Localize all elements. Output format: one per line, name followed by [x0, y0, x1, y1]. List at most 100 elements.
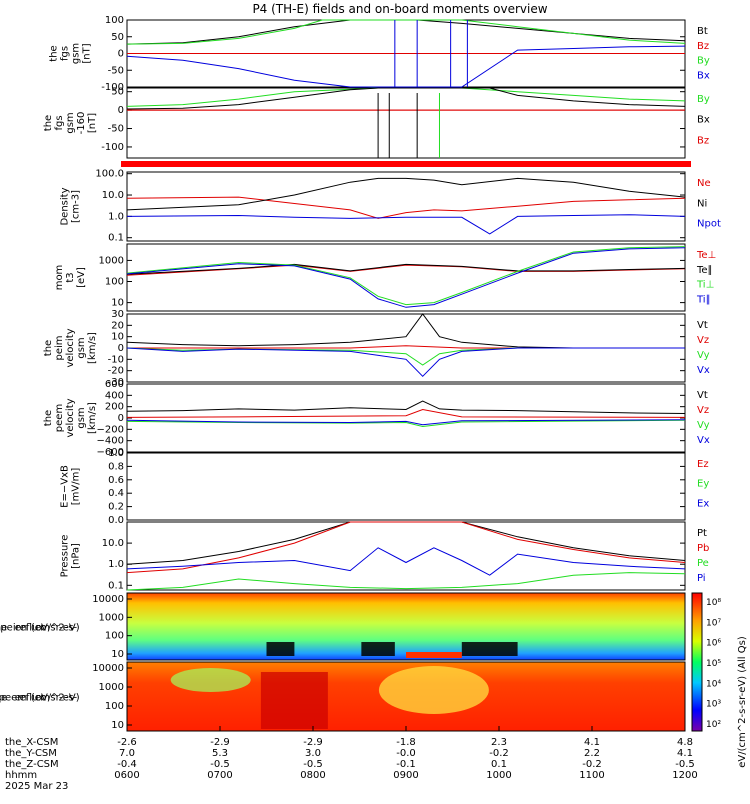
peim_velocity-ytick-label: 10 — [111, 332, 124, 343]
xaxis-row-label: the_Z-CSM — [5, 759, 59, 770]
peim_velocity-ylabel-line: peim — [54, 335, 65, 360]
xaxis-value: 2.2 — [584, 748, 600, 759]
fgs_gsm-legend-3: Bx — [697, 70, 710, 81]
peem_velocity-ytick-label: 200 — [105, 402, 124, 413]
peer_en_eflux-ytick-label: 1000 — [99, 682, 124, 693]
panel-peer_en_eflux: 10000 1000 100 10 thepeerenefluxeV/(cm^2-s-s… — [0, 661, 686, 732]
x-axis-group: the_X-CSM -2.6 -2.9 -2.9 -1.8 2.3 4.1 4.8the_Y-… — [5, 726, 698, 792]
efield-ytick-label: 0.4 — [108, 488, 124, 499]
colorbar-gradient — [691, 592, 703, 732]
moments_temp-ytick-label: 10 — [111, 298, 124, 309]
panel-pressure: 10.0 1.0 0.1 Pt Pb Pe Pi Pressure [nPa] — [60, 521, 709, 591]
peem_velocity-ytick-label: −400 — [97, 436, 124, 447]
peem_velocity-ytick-label: 400 — [105, 390, 124, 401]
efield-legend-2: Ex — [697, 498, 709, 509]
peem_velocity-ylabel-line: the — [43, 410, 54, 426]
fgs_gsm_scaled-ylabel-group: the fgs gsm -160 [nT] — [43, 112, 98, 135]
peir_en_eflux-ylabel-line: (cm^2-s- — [31, 623, 78, 634]
moments_temp-ytick-label: 100 — [105, 277, 124, 288]
peer_en_eflux-ytick-label: 100 — [105, 701, 124, 712]
fgs_gsm_scaled-ytick-label: -50 — [108, 124, 124, 135]
moments_temp-legend-1: Te∥ — [696, 265, 713, 276]
peim_velocity-ylabel-line: the — [43, 340, 54, 356]
xaxis-value: -0.0 — [396, 748, 416, 759]
peem_velocity-series-2 — [126, 419, 686, 428]
fgs_gsm_scaled-series-1 — [126, 87, 686, 110]
xaxis-value: 5.3 — [212, 748, 228, 759]
panel-moments_temp: 1000 100 10 Te⊥ Te∥ Ti⊥ Ti∥ mom t3 [eV] — [54, 243, 716, 312]
moments_temp-ylabel-group: mom t3 [eV] — [54, 265, 87, 291]
peem_velocity-ylabel-line: gsm — [76, 407, 87, 428]
fgs_gsm-ylabel-line: [nT] — [82, 43, 93, 63]
panel-quality_bar — [121, 161, 691, 167]
xaxis-value: 0900 — [393, 770, 418, 781]
peem_velocity-frame — [126, 383, 686, 453]
density-ytick-label: 1.0 — [108, 211, 124, 222]
moments_temp-frame — [126, 243, 686, 312]
peem_velocity-legend-0: Vt — [697, 390, 708, 401]
pressure-ytick-label: 10.0 — [102, 538, 124, 549]
peem_velocity-ytick-label: −200 — [97, 424, 124, 435]
fgs_gsm-ytick-label: 50 — [111, 32, 124, 43]
pressure-ylabel-line: [nPa] — [71, 543, 82, 569]
xaxis-value: -1.8 — [396, 737, 416, 748]
fgs_gsm_scaled-ylabel-line: fgs — [54, 115, 65, 130]
density-ylabel-group: Density [cm-3] — [60, 187, 82, 225]
pressure-legend-3: Pi — [697, 573, 706, 584]
fgs_gsm-legend-0: Bt — [697, 26, 708, 37]
peer_en_eflux-ylabel-line: en — [15, 693, 28, 704]
xaxis-value: 4.1 — [677, 748, 693, 759]
colorbar-tick-label: 10⁶ — [706, 639, 721, 649]
density-legend-2: Npot — [697, 219, 721, 230]
peir_en_eflux-ylabel-line: en — [15, 623, 28, 634]
peir_en_eflux-ytick-label: 100 — [105, 631, 124, 642]
density-ylabel-line: Density — [60, 187, 71, 225]
peir-dropout-2 — [266, 642, 295, 656]
peem_velocity-ylabel-line: [km/s] — [87, 402, 98, 434]
xaxis-value: 3.0 — [305, 748, 321, 759]
xaxis-value: 2.3 — [491, 737, 507, 748]
peim_velocity-legend-2: Vy — [697, 350, 710, 361]
peim_velocity-series-3 — [126, 347, 685, 378]
xaxis-value: 1100 — [579, 770, 604, 781]
peem_velocity-legend-3: Vx — [697, 435, 710, 446]
peim_velocity-series-2 — [126, 347, 685, 366]
fgs_gsm-ytick-label: 0 — [118, 49, 124, 60]
peir_en_eflux-ylabel-line: eflux — [20, 623, 45, 634]
efield-ytick-label: 1.0 — [108, 448, 124, 459]
peir_en_eflux-ylabel-line: eV/ — [35, 623, 52, 634]
density-ytick-label: 10.0 — [102, 190, 124, 201]
xaxis-value: 0700 — [207, 770, 232, 781]
peer_en_eflux-ylabel-line: (cm^2-s- — [31, 693, 78, 704]
peim_velocity-legend-3: Vx — [697, 365, 710, 376]
peer_en_eflux-ylabel-line: peer — [0, 693, 22, 704]
xaxis-value: -0.1 — [396, 759, 416, 770]
pressure-legend-2: Pe — [697, 558, 709, 569]
colorbar-tick-label: 10⁸ — [706, 598, 721, 608]
xaxis-value: -0.5 — [675, 759, 695, 770]
fgs_gsm_scaled-ytick-label: 50 — [111, 87, 124, 98]
peem_velocity-legend-2: Vy — [697, 420, 710, 431]
colorbar-tick-label: 10³ — [706, 700, 721, 710]
panel-peir_en_eflux: 10000 1000 100 10 thepeirenefluxeV/(cm^2-s-s… — [0, 592, 686, 661]
density-legend-0: Ne — [697, 178, 711, 189]
peim_velocity-ytick-label: -20 — [108, 366, 124, 377]
efield-ytick-label: 0.2 — [108, 502, 124, 513]
moments_temp-ylabel-line: t3 — [65, 272, 76, 282]
peer_en_eflux-ylabel-line: the — [0, 693, 7, 704]
density-series-0 — [126, 196, 686, 219]
fgs_gsm_scaled-frame — [126, 87, 686, 159]
peim_velocity-ytick-label: 30 — [111, 309, 124, 320]
moments_temp-legend-0: Te⊥ — [696, 250, 716, 261]
peim_velocity-legend-0: Vt — [697, 320, 708, 331]
peem_velocity-series-3 — [126, 419, 686, 426]
xaxis-value: -0.4 — [117, 759, 137, 770]
fgs_gsm_scaled-legend-2: Bz — [697, 135, 709, 146]
xaxis-value: 4.8 — [677, 737, 693, 748]
efield-legend-1: Ey — [697, 479, 709, 490]
xaxis-value: 0600 — [114, 770, 139, 781]
peem_velocity-ytick-label: −600 — [97, 447, 124, 458]
pressure-legend-0: Pt — [697, 528, 707, 539]
xaxis-value: -0.2 — [582, 759, 602, 770]
